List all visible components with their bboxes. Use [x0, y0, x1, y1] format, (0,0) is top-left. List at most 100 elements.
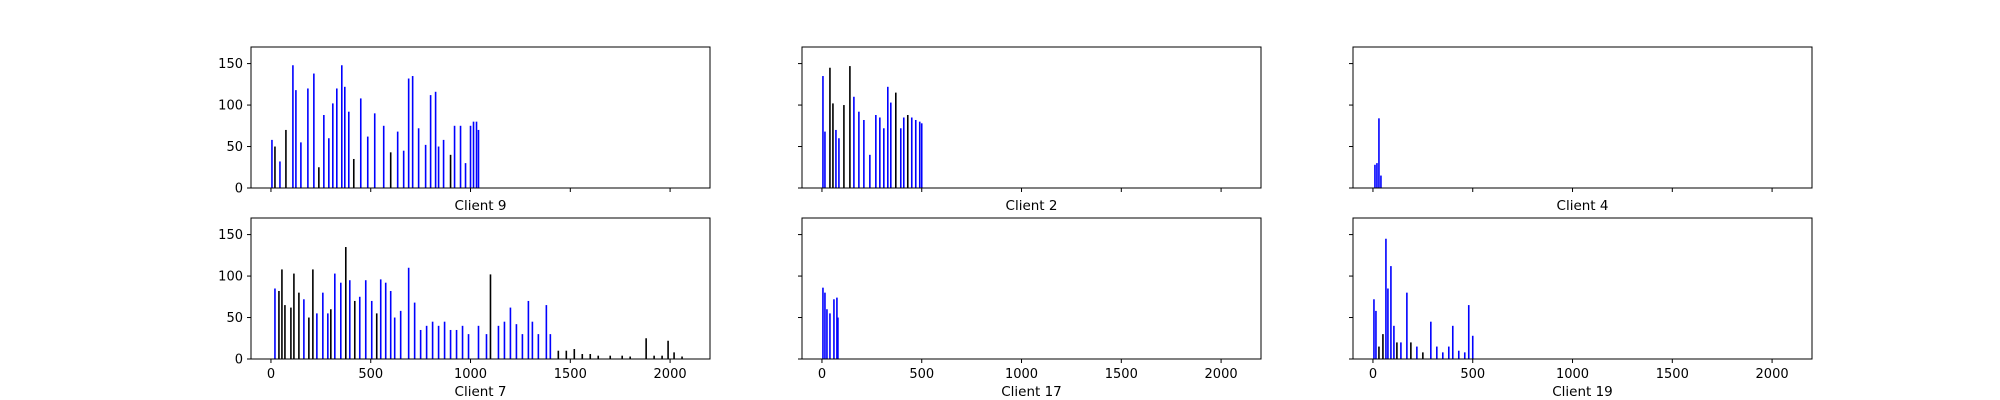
bar [829, 67, 831, 188]
bar [389, 152, 392, 188]
bar [557, 350, 560, 359]
bar [822, 76, 824, 188]
bar [332, 103, 334, 188]
bar [1430, 321, 1432, 359]
bar [883, 128, 885, 188]
bar [835, 129, 837, 188]
bar [312, 269, 314, 359]
bar-series [1373, 238, 1474, 359]
bar [358, 296, 361, 359]
bar [545, 305, 548, 359]
bar [849, 66, 851, 188]
bar [453, 125, 456, 188]
bar [609, 355, 612, 359]
bar [379, 279, 382, 359]
bar [352, 158, 355, 188]
x-tick-label: 1000 [1005, 367, 1038, 382]
bar [300, 142, 302, 188]
bar [836, 297, 838, 359]
bar [373, 113, 376, 188]
bar [1374, 164, 1376, 188]
bar [1396, 342, 1398, 359]
bar-series [1374, 118, 1382, 188]
bar [467, 334, 470, 359]
bar [382, 125, 385, 188]
bar [895, 92, 897, 188]
bar [477, 325, 480, 359]
bar [316, 313, 318, 359]
bar [1422, 352, 1424, 359]
bar-series [822, 287, 839, 359]
bar [497, 325, 500, 359]
bar [279, 161, 281, 188]
bar [477, 129, 480, 188]
bar [389, 290, 392, 359]
bar [293, 273, 295, 359]
bar [853, 96, 855, 188]
bar [597, 355, 600, 359]
x-tick-label: 1000 [1556, 367, 1589, 382]
bar [1382, 334, 1384, 359]
bar [384, 282, 387, 359]
bar [1467, 305, 1470, 359]
panel-label: Client 17 [1001, 384, 1062, 400]
bar [1436, 346, 1438, 359]
bar [1387, 288, 1389, 359]
bar [344, 247, 347, 359]
bar [843, 105, 845, 188]
bar [1378, 346, 1380, 359]
subplot-2: Client 2 [798, 46, 1262, 214]
bar [822, 287, 824, 359]
bar [434, 91, 437, 188]
axes-frame [1352, 217, 1813, 360]
bar [340, 282, 342, 359]
bar [461, 325, 464, 359]
bar [890, 102, 892, 188]
bar [285, 129, 287, 188]
bar [407, 267, 410, 359]
bar [449, 329, 452, 359]
x-tick-label: 2000 [1756, 367, 1789, 382]
bar [307, 88, 309, 188]
bar [581, 354, 584, 359]
bar [318, 167, 320, 188]
bar [531, 321, 534, 359]
bar-series [271, 65, 480, 188]
bar [837, 317, 839, 359]
bar [1442, 352, 1444, 359]
bar [295, 90, 297, 188]
bar [1416, 346, 1418, 359]
bar [629, 356, 631, 359]
bar [879, 117, 881, 188]
bar [906, 115, 909, 188]
panel-label: Client 19 [1552, 384, 1613, 400]
bar [673, 352, 675, 359]
bar [1390, 266, 1392, 359]
y-tick-label: 50 [226, 311, 243, 326]
bar [1451, 325, 1454, 359]
y-tick-label: 150 [218, 228, 243, 243]
bar [459, 125, 462, 188]
bar [292, 65, 294, 188]
bar [1376, 163, 1378, 188]
bar [910, 117, 913, 188]
bar [1385, 238, 1387, 359]
bar [902, 117, 905, 188]
axes-frame [250, 46, 711, 189]
x-tick-label: 2000 [1205, 367, 1238, 382]
x-tick-label: 500 [909, 367, 934, 382]
bar [920, 123, 923, 188]
bar [424, 144, 427, 188]
bar [396, 131, 399, 188]
bar [1447, 346, 1450, 359]
bar [863, 119, 865, 188]
bar [417, 128, 420, 188]
bar [829, 313, 831, 359]
bar [375, 313, 378, 359]
bar [621, 355, 623, 359]
y-tick-label: 0 [235, 353, 243, 368]
bar [419, 329, 422, 359]
bar [313, 73, 315, 188]
